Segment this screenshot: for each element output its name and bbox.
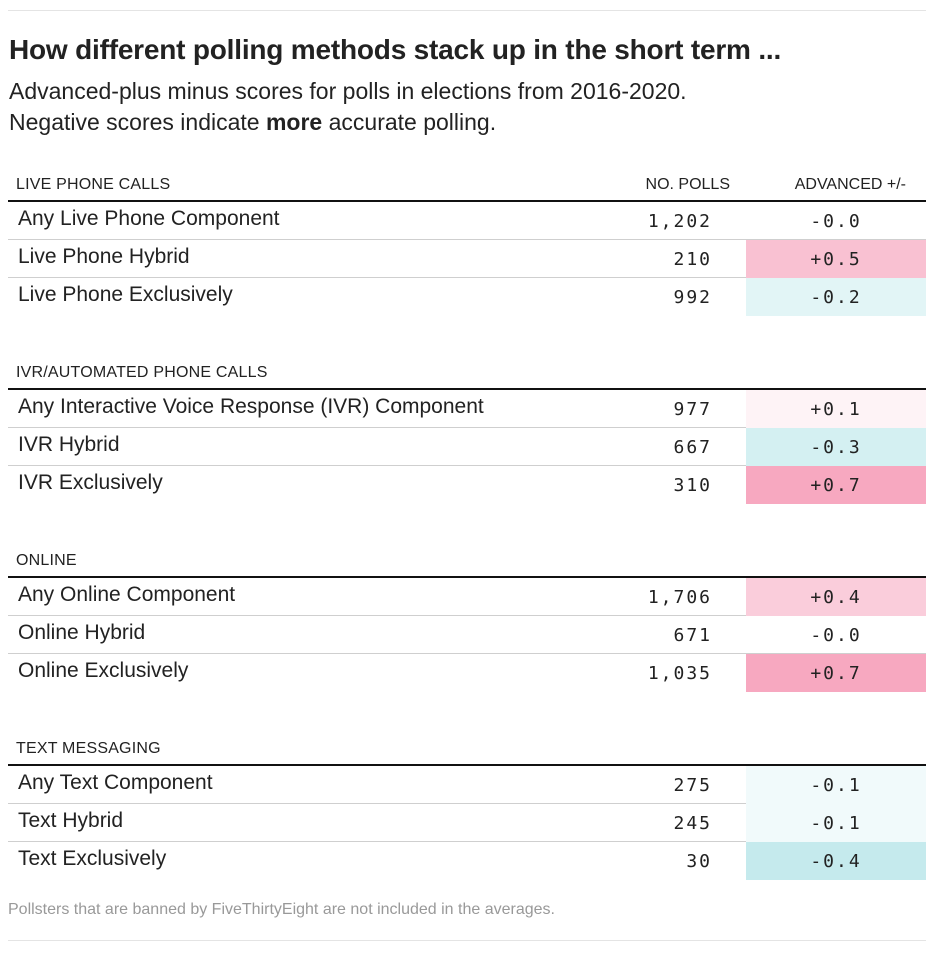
table-row: Any Interactive Voice Response (IVR) Com… — [8, 390, 926, 428]
row-poll-count: 275 — [673, 775, 712, 796]
column-header-advanced: ADVANCED +/- — [794, 176, 906, 193]
row-score-cell: -0.1 — [746, 766, 926, 804]
table-section: IVR/AUTOMATED PHONE CALLS Any Interactive… — [8, 358, 926, 504]
top-divider — [8, 10, 926, 11]
footnote: Pollsters that are banned by FiveThirtyE… — [8, 901, 555, 918]
row-score-cell: -0.1 — [746, 804, 926, 842]
row-score-cell: -0.0 — [746, 202, 926, 240]
row-poll-count: 30 — [686, 851, 712, 872]
row-method-name: Any Live Phone Component — [18, 207, 280, 230]
table-row: Live Phone Hybrid 210 +0.5 — [8, 240, 926, 278]
row-poll-count: 1,706 — [647, 587, 712, 608]
subtitle-line-1: Advanced-plus minus scores for polls in … — [9, 78, 687, 104]
row-poll-count: 245 — [673, 813, 712, 834]
row-score-cell: -0.3 — [746, 428, 926, 466]
table-row: IVR Exclusively 310 +0.7 — [8, 466, 926, 504]
row-poll-count: 977 — [673, 399, 712, 420]
row-method-name: Online Exclusively — [18, 659, 189, 682]
row-score-cell: +0.7 — [746, 654, 926, 692]
table-row: Any Live Phone Component 1,202 -0.0 — [8, 202, 926, 240]
table-row: Text Exclusively 30 -0.4 — [8, 842, 926, 880]
column-header-polls: NO. POLLS — [645, 176, 730, 193]
section-label: LIVE PHONE CALLS — [16, 176, 171, 193]
table-row: Any Online Component 1,706 +0.4 — [8, 578, 926, 616]
section-header: ONLINE — [8, 546, 926, 578]
row-score-cell: -0.2 — [746, 278, 926, 316]
table-row: Online Hybrid 671 -0.0 — [8, 616, 926, 654]
row-score-value: +0.7 — [810, 663, 862, 684]
table-row: Online Exclusively 1,035 +0.7 — [8, 654, 926, 692]
table-row: Live Phone Exclusively 992 -0.2 — [8, 278, 926, 316]
row-method-name: Text Hybrid — [18, 809, 124, 832]
row-poll-count: 1,202 — [647, 211, 712, 232]
table-section: TEXT MESSAGING Any Text Component 275 -0.1 T… — [8, 734, 926, 880]
row-score-value: -0.2 — [810, 287, 862, 308]
row-method-name: Any Interactive Voice Response (IVR) Com… — [18, 395, 484, 418]
section-label: IVR/AUTOMATED PHONE CALLS — [16, 364, 268, 381]
row-method-name: Live Phone Exclusively — [18, 283, 233, 306]
row-score-cell: -0.4 — [746, 842, 926, 880]
row-score-value: -0.3 — [810, 437, 862, 458]
subtitle-post: accurate polling. — [322, 109, 497, 135]
table-section: ONLINE Any Online Component 1,706 +0.4 Onlin… — [8, 546, 926, 692]
row-score-value: -0.0 — [810, 625, 862, 646]
row-score-cell: +0.4 — [746, 578, 926, 616]
row-score-cell: +0.1 — [746, 390, 926, 428]
row-poll-count: 1,035 — [647, 663, 712, 684]
section-label: TEXT MESSAGING — [16, 740, 161, 757]
row-poll-count: 667 — [673, 437, 712, 458]
row-score-value: +0.5 — [810, 249, 862, 270]
row-score-cell: -0.0 — [746, 616, 926, 654]
row-method-name: Any Online Component — [18, 583, 236, 606]
row-poll-count: 992 — [673, 287, 712, 308]
row-score-value: -0.0 — [810, 211, 862, 232]
row-method-name: Text Exclusively — [18, 847, 167, 870]
section-label: ONLINE — [16, 552, 77, 569]
chart-subtitle: Advanced-plus minus scores for polls in … — [9, 76, 909, 138]
section-header: LIVE PHONE CALLS NO. POLLS ADVANCED +/- — [8, 170, 926, 202]
row-method-name: IVR Hybrid — [18, 433, 120, 456]
row-poll-count: 210 — [673, 249, 712, 270]
row-score-value: -0.1 — [810, 813, 862, 834]
table-row: Text Hybrid 245 -0.1 — [8, 804, 926, 842]
row-score-cell: +0.5 — [746, 240, 926, 278]
chart-title: How different polling methods stack up i… — [9, 34, 782, 65]
section-header: IVR/AUTOMATED PHONE CALLS — [8, 358, 926, 390]
subtitle-line-2: Negative scores indicate more accurate p… — [9, 107, 909, 138]
row-method-name: Live Phone Hybrid — [18, 245, 190, 268]
row-method-name: Any Text Component — [18, 771, 213, 794]
row-poll-count: 671 — [673, 625, 712, 646]
row-score-value: -0.4 — [810, 851, 862, 872]
subtitle-pre: Negative scores indicate — [9, 109, 266, 135]
row-method-name: Online Hybrid — [18, 621, 146, 644]
row-poll-count: 310 — [673, 475, 712, 496]
table-row: IVR Hybrid 667 -0.3 — [8, 428, 926, 466]
table-section: LIVE PHONE CALLS NO. POLLS ADVANCED +/- Any… — [8, 170, 926, 316]
row-method-name: IVR Exclusively — [18, 471, 163, 494]
row-score-value: +0.7 — [810, 475, 862, 496]
row-score-value: -0.1 — [810, 775, 862, 796]
section-header: TEXT MESSAGING — [8, 734, 926, 766]
row-score-value: +0.1 — [810, 399, 862, 420]
row-score-value: +0.4 — [810, 587, 862, 608]
subtitle-bold: more — [265, 109, 323, 135]
row-score-cell: +0.7 — [746, 466, 926, 504]
table-row: Any Text Component 275 -0.1 — [8, 766, 926, 804]
bottom-divider — [8, 940, 926, 941]
